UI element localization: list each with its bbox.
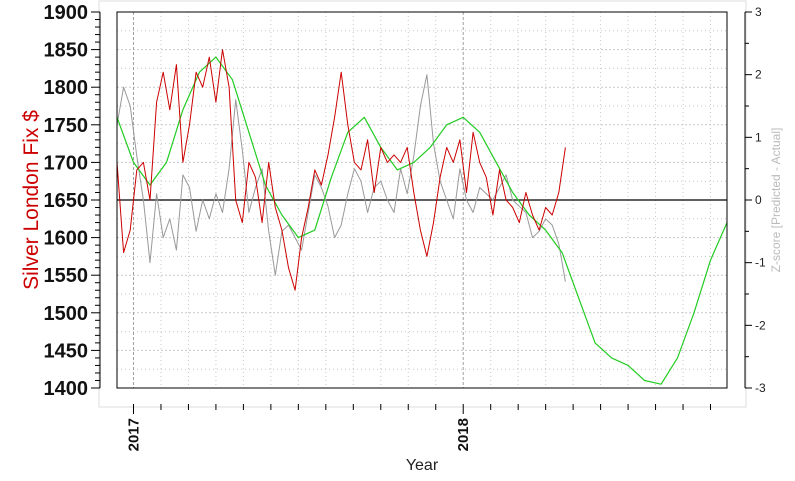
right-y-axis: -3 -2 -1 0 1 2 3 xyxy=(744,5,766,395)
right-tick-label: 2 xyxy=(755,68,762,82)
outer-frame xyxy=(98,0,747,408)
predicted-series-line xyxy=(116,56,728,385)
left-tick-label: 1750 xyxy=(44,115,89,137)
left-tick-label: 1600 xyxy=(44,228,89,250)
x-axis-title: Year xyxy=(406,457,439,474)
right-axis-title: Z-score [Predicted - Actual] xyxy=(769,128,783,273)
series-layer xyxy=(116,49,728,385)
right-tick-label: -1 xyxy=(755,256,766,270)
right-tick-label: -3 xyxy=(755,381,766,395)
actual-series-line xyxy=(116,49,566,291)
left-axis-title: Silver London Fix $ xyxy=(20,110,43,290)
right-tick-label: -2 xyxy=(755,318,766,332)
plot-area-border xyxy=(116,11,728,389)
left-tick-label: 1800 xyxy=(44,77,89,99)
x-tick-label: 2018 xyxy=(455,418,472,451)
zscore-series-line xyxy=(116,74,566,282)
left-tick-label: 1450 xyxy=(44,340,89,362)
x-tick-label: 2017 xyxy=(126,418,143,451)
left-tick-label: 1500 xyxy=(44,303,89,325)
right-tick-label: 0 xyxy=(755,193,762,207)
left-tick-label: 1900 xyxy=(44,2,89,24)
left-y-axis: 1400 1450 1500 1550 1600 1650 1700 1750 1800 1850… xyxy=(44,2,101,400)
left-tick-label: 1700 xyxy=(44,152,89,174)
left-tick-label: 1400 xyxy=(44,378,89,400)
left-tick-label: 1550 xyxy=(44,265,89,287)
x-axis: 2017 2018 xyxy=(126,404,712,451)
right-tick-label: 3 xyxy=(755,5,762,19)
right-tick-label: 1 xyxy=(755,130,762,144)
left-tick-label: 1850 xyxy=(44,40,89,62)
left-tick-label: 1650 xyxy=(44,190,89,212)
